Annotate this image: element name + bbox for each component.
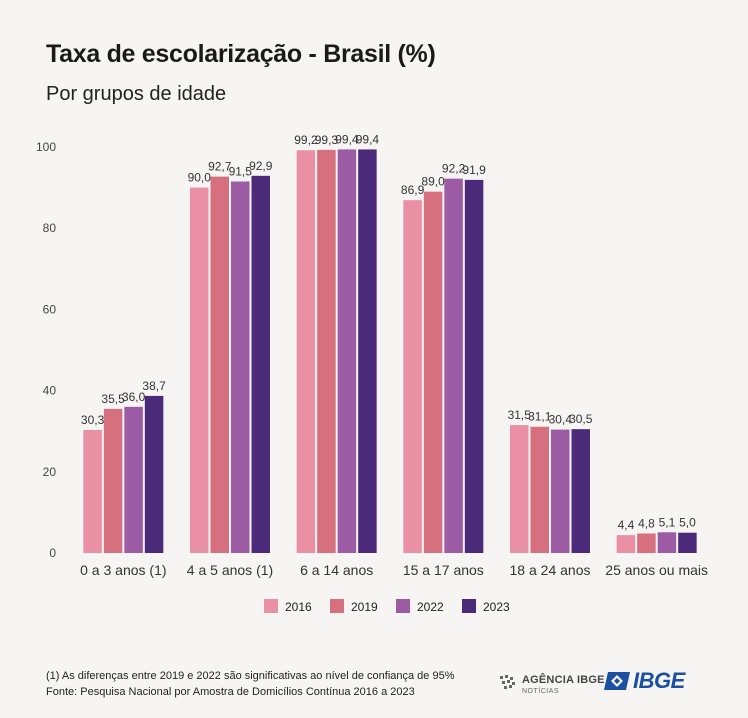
chart-title: Taxa de escolarização - Brasil (%) — [46, 40, 436, 68]
legend-swatch — [462, 599, 476, 613]
ibge-flag-icon — [604, 672, 630, 690]
legend-swatch — [330, 599, 344, 613]
legend-label: 2016 — [285, 600, 312, 614]
data-label: 31,1 — [528, 410, 552, 424]
legend-label: 2023 — [483, 600, 510, 614]
agencia-ibge-icon — [500, 674, 515, 689]
legend-label: 2022 — [417, 600, 444, 614]
data-label: 35,5 — [101, 392, 125, 406]
data-label: 99,2 — [294, 133, 318, 147]
bar — [144, 395, 164, 553]
bar — [83, 429, 102, 553]
bar — [551, 429, 570, 553]
ibge-logo-text: IBGE — [633, 668, 685, 693]
bar — [337, 149, 357, 553]
y-tick-label: 40 — [43, 384, 57, 398]
bar — [103, 408, 123, 553]
footnote: (1) As diferenças entre 2019 e 2022 são … — [46, 668, 454, 700]
data-label: 91,9 — [462, 163, 486, 177]
chart-subtitle: Por grupos de idade — [46, 83, 227, 105]
data-label: 4,4 — [618, 518, 635, 532]
legend-label: 2019 — [351, 600, 378, 614]
data-label: 38,7 — [142, 379, 166, 393]
bar — [464, 179, 484, 554]
data-label: 99,3 — [315, 133, 339, 147]
data-label: 92,2 — [442, 162, 466, 176]
x-tick-label: 18 a 24 anos — [510, 562, 591, 578]
data-label: 92,7 — [208, 160, 232, 174]
bar — [190, 187, 209, 553]
bar — [616, 535, 636, 553]
data-label: 4,8 — [638, 517, 655, 531]
x-tick-label: 25 anos ou mais — [605, 562, 708, 578]
bar — [210, 176, 229, 553]
x-tick-label: 15 a 17 anos — [403, 562, 484, 578]
data-label: 86,9 — [401, 183, 425, 197]
bar-chart: 0 20 40 60 80 100 30,3 35,536,038,7 0 a 3 anos (… — [36, 132, 708, 614]
x-tick-label: 4 a 5 anos (1) — [187, 562, 273, 578]
agencia-ibge-subtext: NOTÍCIAS — [522, 688, 560, 695]
data-label: 30,4 — [549, 413, 573, 427]
bar — [657, 532, 677, 553]
bar — [296, 150, 316, 554]
data-label: 90,0 — [188, 171, 212, 185]
y-tick-label: 100 — [36, 140, 56, 154]
bar — [251, 175, 270, 554]
data-label: 89,0 — [421, 175, 445, 189]
y-tick-label: 60 — [43, 302, 57, 316]
data-label: 91,5 — [229, 165, 253, 179]
data-label: 36,0 — [122, 390, 146, 404]
bar — [678, 532, 697, 553]
x-tick-label: 6 a 14 anos — [300, 562, 373, 578]
agencia-ibge-text: AGÊNCIA IBGE — [522, 674, 605, 686]
bar — [231, 181, 250, 553]
bar — [403, 200, 422, 553]
bar — [571, 429, 590, 553]
bar — [423, 191, 443, 553]
legend-swatch — [264, 599, 278, 613]
bar — [317, 149, 336, 554]
data-label: 99,4 — [356, 132, 380, 146]
y-tick-label: 80 — [43, 221, 57, 235]
bar — [510, 425, 529, 553]
bar — [637, 533, 656, 553]
agencia-ibge-logo: AGÊNCIA IBGE NOTÍCIAS — [498, 670, 605, 695]
data-label: 5,1 — [659, 515, 676, 529]
bar — [124, 406, 143, 553]
logos: AGÊNCIA IBGE NOTÍCIAS IBGE — [498, 668, 708, 698]
bar — [444, 178, 463, 553]
data-label: 31,5 — [508, 408, 532, 422]
x-tick-label: 0 a 3 anos (1) — [80, 562, 166, 578]
data-label: 5,0 — [679, 516, 696, 530]
footnote-significance: (1) As diferenças entre 2019 e 2022 são … — [46, 670, 455, 682]
bar — [530, 426, 549, 553]
data-label: 92,9 — [249, 159, 273, 173]
bar — [358, 149, 377, 553]
footnote-source: Fonte: Pesquisa Nacional por Amostra de … — [46, 686, 415, 698]
data-label: 30,5 — [569, 412, 593, 426]
y-tick-label: 0 — [49, 546, 56, 560]
y-tick-label: 20 — [43, 465, 57, 479]
ibge-logo: IBGE — [604, 668, 685, 694]
data-label: 99,4 — [335, 132, 359, 146]
legend-swatch — [396, 599, 410, 613]
data-label: 30,3 — [81, 413, 105, 427]
